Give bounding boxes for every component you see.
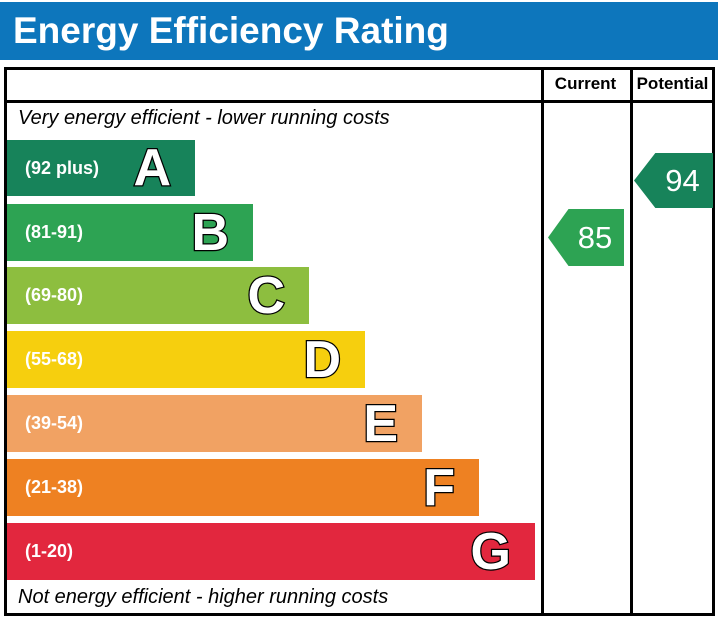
current-rating-value: 85: [577, 219, 613, 255]
page-title: Energy Efficiency Rating: [13, 10, 449, 51]
band-range-label: (55-68): [25, 349, 84, 369]
band-row-c: (69-80) C: [7, 267, 309, 324]
chart-title-bar: Energy Efficiency Rating: [0, 2, 718, 60]
band-letter: B: [190, 203, 230, 262]
band-letter: D: [302, 330, 342, 389]
band-range-label: (39-54): [25, 413, 84, 433]
band-range-label: (1-20): [25, 541, 74, 561]
table-divider-current: [541, 67, 544, 616]
column-header-current: Current: [554, 74, 617, 93]
header-row-divider: [4, 100, 715, 103]
top-note: Very energy efficient - lower running co…: [18, 107, 390, 129]
band-range-label: (69-80): [25, 285, 84, 305]
bottom-note: Not energy efficient - higher running co…: [18, 586, 389, 608]
potential-rating-arrow: 94: [634, 153, 713, 208]
band-letter: C: [246, 266, 286, 325]
column-header-potential: Potential: [636, 74, 709, 93]
table-divider-potential: [630, 67, 633, 616]
band-range-label: (92 plus): [25, 157, 100, 178]
band-row-g: (1-20) G: [7, 523, 535, 580]
band-row-a: (92 plus) A: [7, 140, 195, 196]
band-range-label: (81-91): [25, 222, 84, 242]
band-row-b: (81-91) B: [7, 204, 253, 261]
band-row-f: (21-38) F: [7, 459, 479, 516]
band-letter: G: [469, 522, 512, 581]
rating-table-border: [4, 67, 715, 616]
band-letter: E: [362, 394, 399, 453]
band-row-e: (39-54) E: [7, 395, 422, 452]
band-letter: F: [422, 458, 456, 517]
potential-rating-value: 94: [665, 162, 700, 198]
band-row-d: (55-68) D: [7, 331, 365, 388]
band-letter: A: [132, 139, 172, 197]
band-range-label: (21-38): [25, 477, 84, 497]
